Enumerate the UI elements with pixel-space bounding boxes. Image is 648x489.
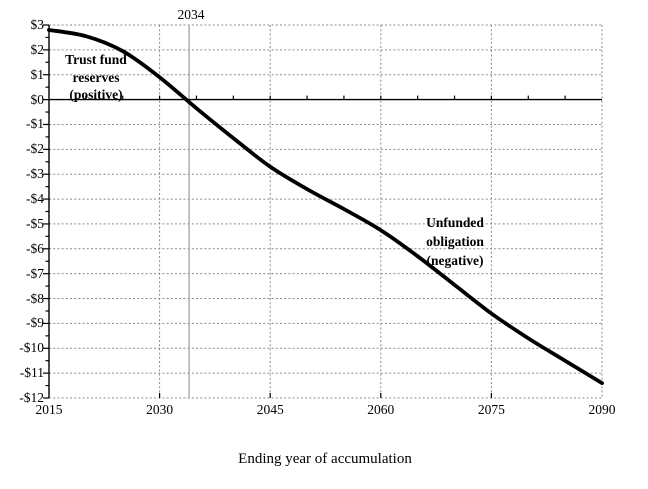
- y-axis-tick-label: $2: [30, 41, 45, 57]
- x-axis-tick-label: 2015: [35, 402, 63, 417]
- x-axis-tick-label: 2090: [588, 402, 616, 417]
- y-axis-tick-label: -$5: [26, 215, 44, 231]
- unfunded-obligation-annotation: Unfunded obligation (negative): [426, 215, 484, 268]
- y-axis-tick-label: -$12: [19, 390, 44, 405]
- y-axis-tick-label: -$1: [26, 116, 44, 132]
- y-axis-tick-label: -$11: [19, 365, 44, 381]
- trust-fund-reserves-annotation: Trust fund reserves (positive): [65, 52, 127, 102]
- y-axis-tick-label: -$8: [26, 290, 44, 306]
- x-axis-tick-label: 2030: [146, 402, 174, 417]
- depletion-year-annotation: 2034: [177, 7, 205, 22]
- y-axis-tick-label: -$2: [26, 141, 44, 157]
- x-axis-tick-label: 2045: [256, 402, 284, 417]
- y-axis-tick-label: -$3: [26, 166, 44, 182]
- x-axis-tick-label: 2060: [367, 402, 395, 417]
- y-axis-tick-label: $1: [30, 66, 45, 82]
- y-axis-tick-label: -$7: [26, 265, 44, 281]
- y-axis-tick-label: $3: [30, 17, 45, 32]
- x-axis-title: Ending year of accumulation: [238, 451, 412, 467]
- y-axis-tick-label: -$9: [26, 315, 44, 331]
- y-axis-tick-label: -$10: [19, 340, 44, 356]
- x-axis-tick-label: 2075: [477, 402, 505, 417]
- y-axis-tick-label: -$4: [26, 191, 44, 207]
- data-series-curve: [47, 28, 604, 385]
- y-axis-tick-label: $0: [30, 91, 45, 107]
- y-axis-tick-label: -$6: [26, 240, 44, 256]
